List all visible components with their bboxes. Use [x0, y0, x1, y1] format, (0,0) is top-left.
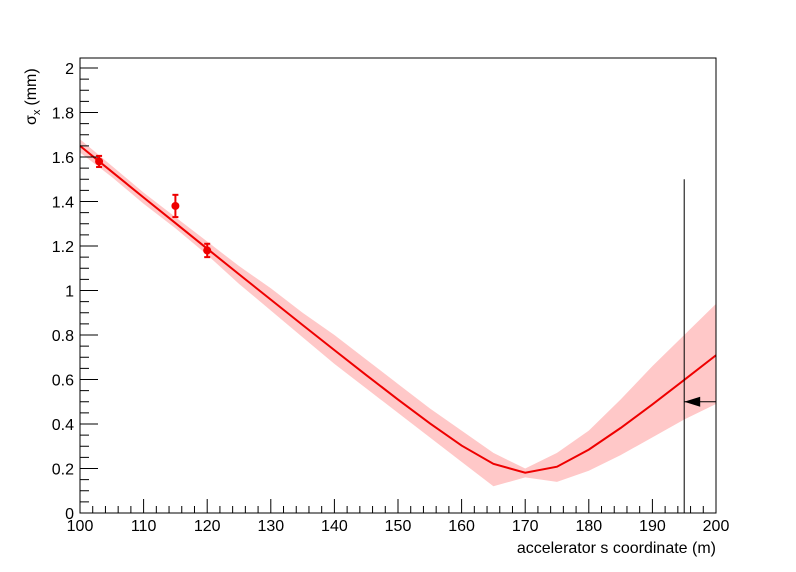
fit-line	[79, 145, 717, 474]
x-tick-label: 180	[575, 518, 602, 535]
y-tick-label: 0.6	[52, 373, 74, 390]
y-tick-label: 0.4	[52, 417, 74, 434]
y-tick-label: 0.2	[52, 462, 74, 479]
y-tick-label: 1	[65, 284, 74, 301]
y-tick-label: 2	[65, 61, 74, 78]
y-label-unit: (mm)	[23, 68, 40, 105]
x-tick-label: 100	[67, 518, 94, 535]
y-tick-label: 1.8	[52, 106, 74, 123]
x-tick-label: 120	[194, 518, 221, 535]
x-tick-label: 200	[703, 518, 730, 535]
x-tick-label: 190	[639, 518, 666, 535]
y-tick-label: 1.4	[52, 195, 74, 212]
x-tick-label: 170	[512, 518, 539, 535]
error-band	[80, 139, 716, 487]
y-axis-label: σx (mm)	[23, 68, 43, 125]
y-tick-label: 1.6	[52, 150, 74, 167]
y-tick-label: 1.2	[52, 239, 74, 256]
x-tick-label: 110	[131, 518, 157, 535]
x-tick-label: 160	[448, 518, 475, 535]
x-tick-label: 130	[257, 518, 284, 535]
y-label-sub: x	[31, 109, 43, 115]
data-point	[95, 157, 104, 166]
data-point	[203, 246, 212, 255]
y-label-symbol: σ	[23, 115, 40, 125]
x-tick-label: 140	[321, 518, 348, 535]
arrow-head	[684, 396, 701, 407]
y-tick-label: 0.8	[52, 328, 74, 345]
y-tick-label: 0	[65, 506, 74, 523]
data-point	[171, 201, 180, 210]
x-tick-label: 150	[385, 518, 412, 535]
x-axis-label: accelerator s coordinate (m)	[517, 540, 716, 557]
